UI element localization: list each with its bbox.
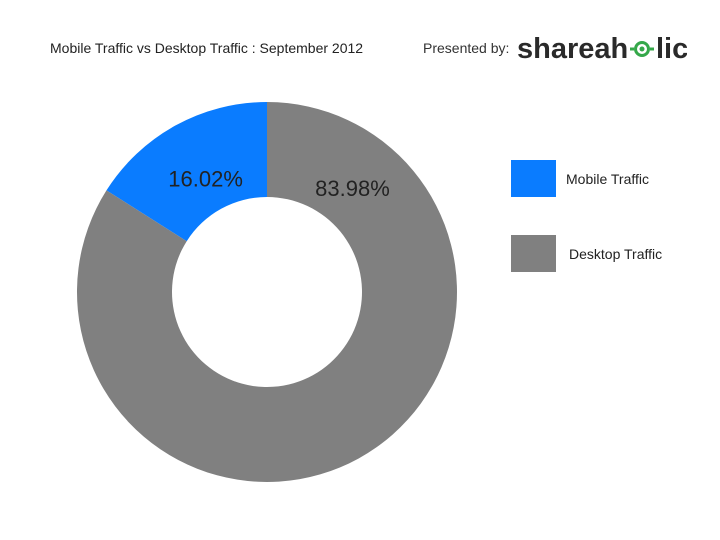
slice-label-mobile-traffic: 16.02% bbox=[168, 166, 243, 191]
logo-eye-icon bbox=[630, 41, 654, 57]
slice-label-desktop-traffic: 83.98% bbox=[315, 176, 390, 201]
slice-desktop-traffic bbox=[76, 102, 458, 483]
legend-item-desktop: Desktop Traffic bbox=[511, 235, 662, 272]
legend-label-mobile: Mobile Traffic bbox=[566, 170, 649, 187]
presented-by-label: Presented by: bbox=[423, 40, 510, 56]
legend-swatch-desktop bbox=[511, 235, 556, 272]
legend-swatch-mobile bbox=[511, 160, 556, 197]
slice-mobile-traffic bbox=[106, 102, 267, 242]
shareaholic-logo: shareah lic bbox=[517, 33, 687, 65]
logo-text-left: shareah bbox=[517, 33, 628, 65]
logo-text-right: lic bbox=[656, 33, 687, 65]
legend-item-mobile: Mobile Traffic bbox=[511, 160, 649, 197]
legend-label-desktop: Desktop Traffic bbox=[569, 245, 663, 262]
chart-title: Mobile Traffic vs Desktop Traffic : Sept… bbox=[50, 40, 364, 56]
